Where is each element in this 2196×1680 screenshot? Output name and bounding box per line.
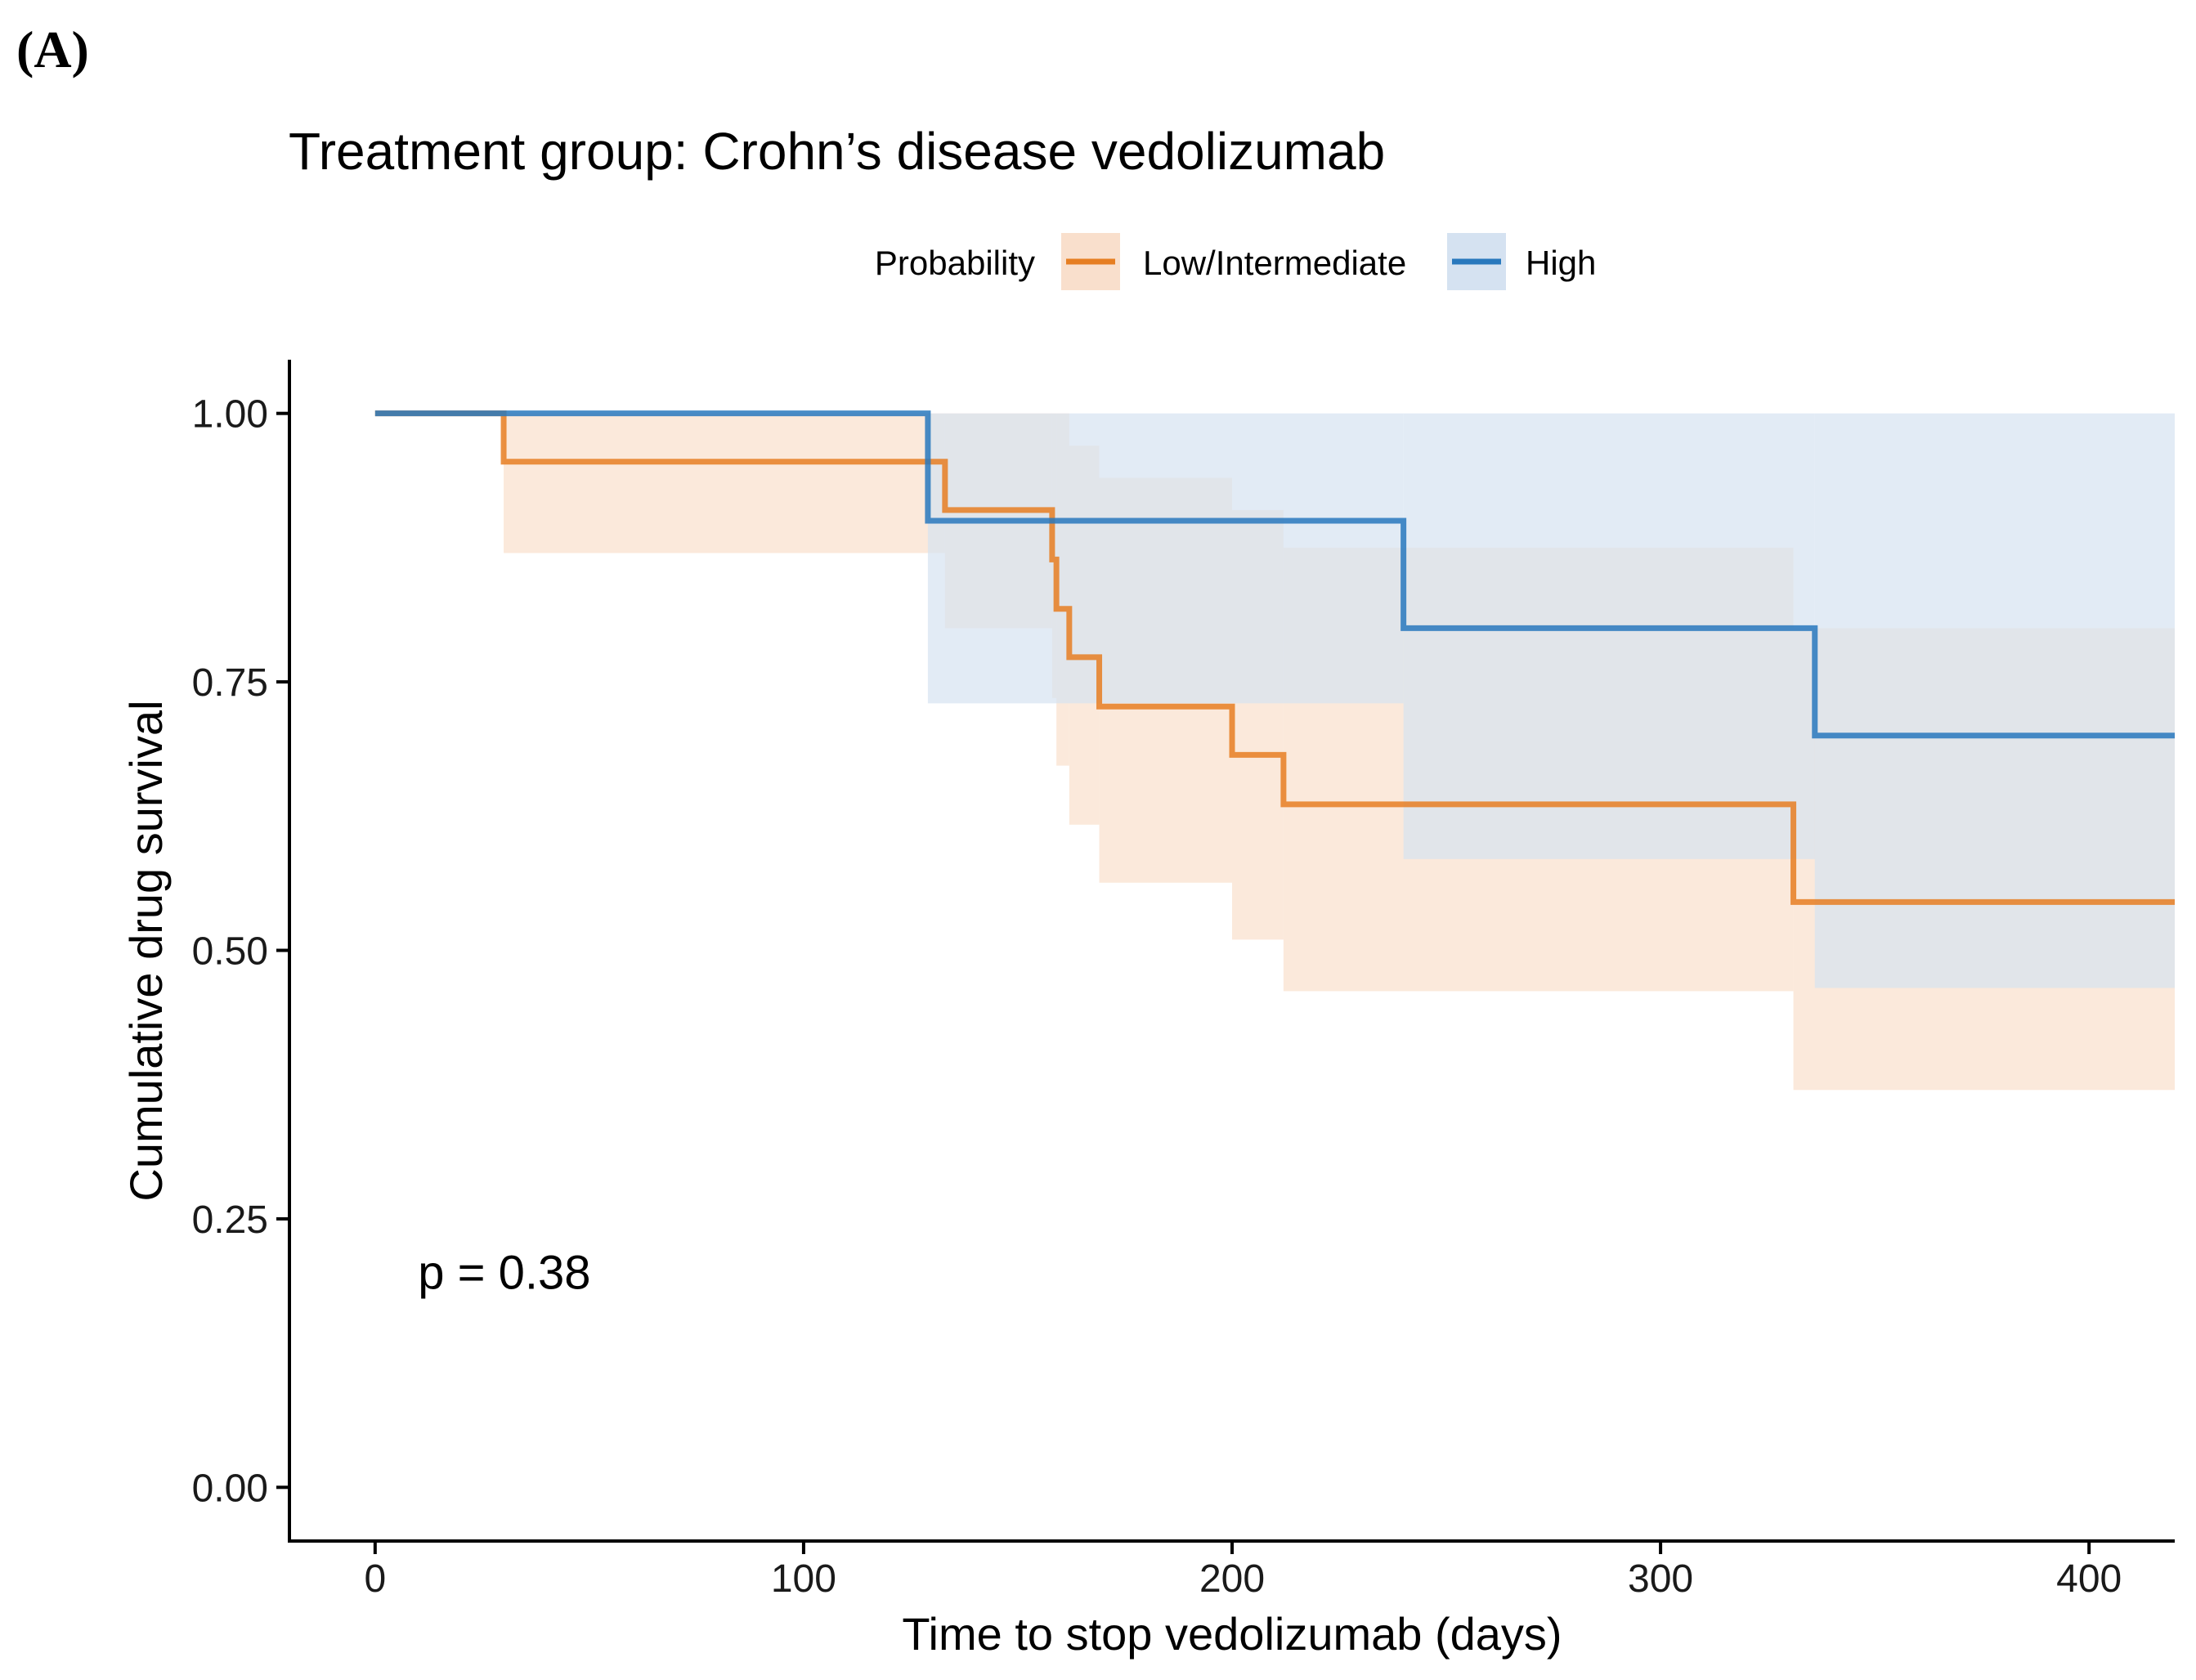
- y-axis-label: Cumulative drug survival: [120, 700, 172, 1201]
- legend: Probability Low/Intermediate High: [875, 233, 1596, 290]
- panel-label: (A): [16, 20, 89, 78]
- legend-label-high: High: [1526, 244, 1596, 282]
- legend-label-low: Low/Intermediate: [1143, 244, 1406, 282]
- ci-band-high: [1814, 413, 2175, 988]
- axes: 0.00 0.25 0.50 0.75 1.00 0 100 200 300 400: [192, 360, 2175, 1601]
- ci-band-high: [1403, 413, 1815, 859]
- x-axis-label: Time to stop vedolizumab (days): [902, 1608, 1562, 1660]
- x-tick-label: 400: [2056, 1557, 2122, 1601]
- y-tick-label: 0.50: [192, 930, 268, 974]
- chart-title: Treatment group: Crohn’s disease vedoliz…: [289, 122, 1385, 181]
- ci-band-low: [504, 413, 945, 553]
- y-tick-label: 0.00: [192, 1467, 268, 1510]
- x-tick-label: 100: [771, 1557, 836, 1601]
- x-tick-label: 0: [364, 1557, 386, 1601]
- ci-band-high: [927, 413, 1404, 704]
- legend-title: Probability: [875, 244, 1035, 282]
- y-tick-label: 1.00: [192, 393, 268, 437]
- survival-line-high: [374, 410, 2175, 739]
- p-value-annotation: p = 0.38: [418, 1247, 590, 1300]
- y-tick-label: 0.25: [192, 1198, 268, 1242]
- y-tick-label: 0.75: [192, 661, 268, 705]
- plot-area: p = 0.38: [374, 410, 2175, 1300]
- x-tick-label: 200: [1199, 1557, 1265, 1601]
- survival-line-low: [374, 410, 2175, 905]
- x-tick-label: 300: [1628, 1557, 1693, 1601]
